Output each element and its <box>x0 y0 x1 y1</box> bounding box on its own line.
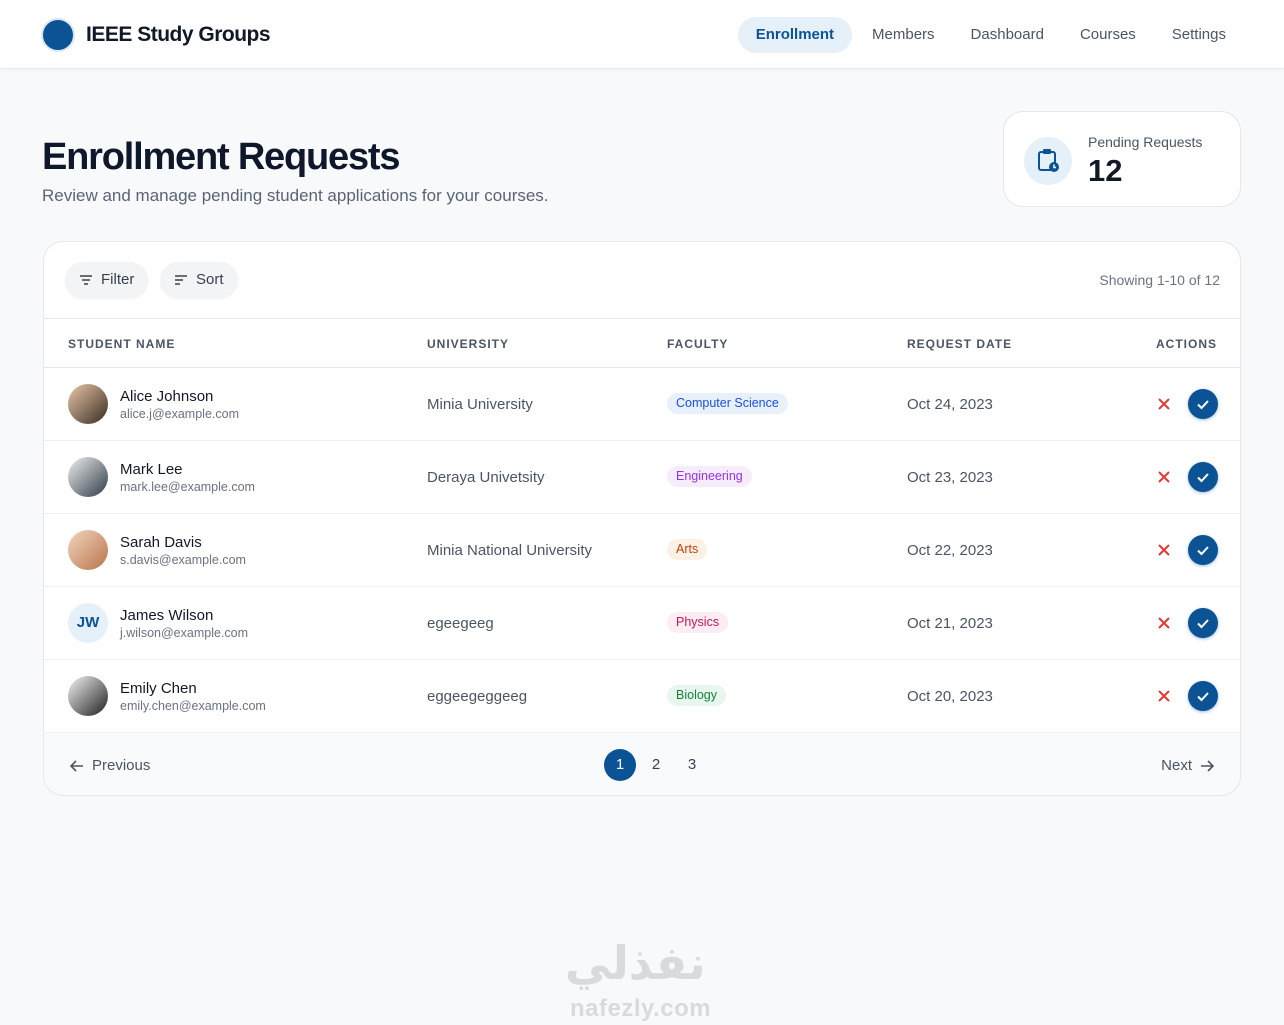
sort-button[interactable]: Sort <box>160 262 238 298</box>
avatar <box>68 530 108 570</box>
stat-value: 12 <box>1088 153 1123 188</box>
page-subtitle: Review and manage pending student applic… <box>42 186 549 205</box>
request-date: Oct 21, 2023 <box>907 615 993 632</box>
approve-button[interactable] <box>1188 389 1218 419</box>
student-email: alice.j@example.com <box>120 407 239 421</box>
next-label: Next <box>1161 757 1192 774</box>
approve-button[interactable] <box>1188 608 1218 638</box>
university: egeegeeg <box>427 615 494 632</box>
student-email: s.davis@example.com <box>120 553 246 567</box>
nav: Enrollment Members Dashboard Courses Setting… <box>737 17 1244 53</box>
page-number[interactable]: 1 <box>604 749 636 781</box>
filter-button[interactable]: Filter <box>65 262 149 298</box>
reject-button[interactable] <box>1157 470 1171 489</box>
faculty-badge: Physics <box>667 612 729 633</box>
faculty-badge: Engineering <box>667 466 752 487</box>
avatar <box>68 676 108 716</box>
nav-link[interactable]: Settings <box>1171 26 1226 43</box>
approve-button[interactable] <box>1188 462 1218 492</box>
x-icon <box>1158 544 1170 556</box>
previous-button[interactable]: Previous <box>70 757 150 774</box>
filter-label: Filter <box>101 271 135 288</box>
column-header: ACTIONS <box>1156 337 1217 351</box>
faculty-badge: Arts <box>667 539 708 560</box>
sort-icon <box>175 275 187 285</box>
table-header: STUDENT NAME UNIVERSITY FACULTY REQUEST DAT… <box>44 318 1240 368</box>
filter-icon <box>80 275 92 285</box>
request-date: Oct 24, 2023 <box>907 396 993 413</box>
x-icon <box>1158 398 1170 410</box>
table-row: Alice Johnson alice.j@example.com Minia Un… <box>44 368 1240 441</box>
nav-link[interactable]: Enrollment <box>737 17 853 53</box>
nav-link[interactable]: Courses <box>1079 26 1136 43</box>
university: Minia University <box>427 396 533 413</box>
reject-button[interactable] <box>1157 689 1171 708</box>
faculty-badge: Biology <box>667 685 726 706</box>
x-icon <box>1158 690 1170 702</box>
student-name: Alice Johnson <box>120 388 214 405</box>
request-date: Oct 22, 2023 <box>907 542 993 559</box>
student-email: mark.lee@example.com <box>120 480 255 494</box>
stat-label: Pending Requests <box>1088 134 1203 150</box>
nav-link[interactable]: Dashboard <box>970 26 1044 43</box>
table-card: Filter Sort Showing 1-10 of 12 STUDENT N… <box>43 241 1241 796</box>
column-header: UNIVERSITY <box>427 337 510 351</box>
page-number[interactable]: 3 <box>687 756 697 773</box>
sort-label: Sort <box>196 271 224 288</box>
student-email: emily.chen@example.com <box>120 699 266 713</box>
student-name: Mark Lee <box>120 461 183 478</box>
page-title: Enrollment Requests <box>42 136 400 178</box>
stat-icon <box>1024 137 1072 185</box>
next-button[interactable]: Next <box>1161 757 1214 774</box>
faculty-badge: Computer Science <box>667 393 788 414</box>
check-icon <box>1197 546 1209 556</box>
approve-button[interactable] <box>1188 681 1218 711</box>
page-number[interactable]: 2 <box>651 756 661 773</box>
reject-button[interactable] <box>1157 616 1171 635</box>
brand[interactable]: IEEE Study Groups <box>86 23 271 46</box>
watermark-latin: nafezly.com <box>570 995 712 1022</box>
check-icon <box>1197 619 1209 629</box>
table-row: Mark Lee mark.lee@example.com Deraya Unive… <box>44 441 1240 514</box>
university: Minia National University <box>427 542 593 559</box>
arrow-right <box>1201 760 1214 772</box>
student-email: j.wilson@example.com <box>120 626 249 640</box>
header: IEEE Study Groups Enrollment Members Dashb… <box>0 0 1284 69</box>
student-name: James Wilson <box>120 607 214 624</box>
table-row: Sarah Davis s.davis@example.com Minia Nati… <box>44 514 1240 587</box>
logo[interactable] <box>41 18 75 52</box>
request-date: Oct 20, 2023 <box>907 688 993 705</box>
clipboard-icon <box>1038 149 1059 172</box>
stat-card: Pending Requests 12 <box>1003 111 1241 207</box>
check-icon <box>1197 692 1209 702</box>
x-icon <box>1158 617 1170 629</box>
student-name: Sarah Davis <box>120 534 202 551</box>
table-row: JW James Wilson j.wilson@example.com egeege… <box>44 587 1240 660</box>
check-icon <box>1197 400 1209 410</box>
column-header: REQUEST DATE <box>907 337 1013 351</box>
avatar: JW <box>68 603 108 643</box>
avatar <box>68 384 108 424</box>
previous-label: Previous <box>92 757 151 774</box>
arrow-left <box>70 760 83 772</box>
watermark-arabic: نفذلي <box>565 936 706 990</box>
x-icon <box>1158 471 1170 483</box>
request-date: Oct 23, 2023 <box>907 469 993 486</box>
university: Deraya Univetsity <box>427 469 545 486</box>
table-row: Emily Chen emily.chen@example.com eggeegeg… <box>44 660 1240 733</box>
column-header: FACULTY <box>667 337 729 351</box>
university: eggeegeggeeg <box>427 688 528 705</box>
check-icon <box>1197 473 1209 483</box>
showing-text: Showing 1-10 of 12 <box>1099 272 1220 288</box>
approve-button[interactable] <box>1188 535 1218 565</box>
reject-button[interactable] <box>1157 397 1171 416</box>
avatar <box>68 457 108 497</box>
nav-link[interactable]: Members <box>872 26 935 43</box>
student-name: Emily Chen <box>120 680 197 697</box>
column-header: STUDENT NAME <box>68 337 176 351</box>
reject-button[interactable] <box>1157 543 1171 562</box>
